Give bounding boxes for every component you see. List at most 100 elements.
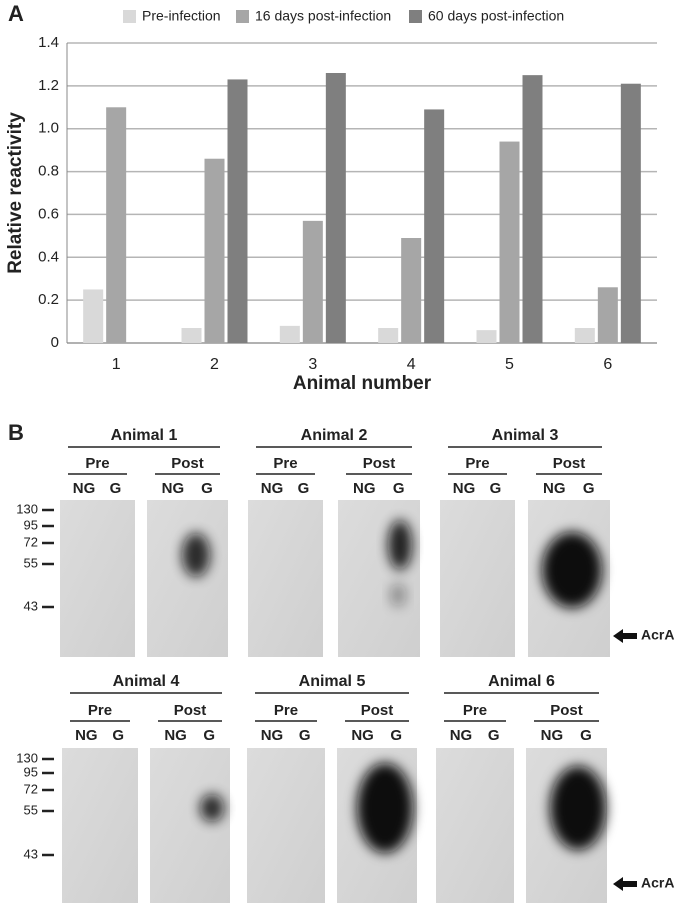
arrow [613, 877, 637, 891]
marker-label: 130 [16, 750, 38, 765]
blot [62, 748, 138, 903]
bar [574, 328, 595, 343]
lane-label: NG [75, 727, 98, 744]
bar [204, 158, 225, 343]
group-label: Post [553, 455, 586, 472]
marker-label: 43 [24, 846, 38, 861]
group-label: Post [550, 702, 583, 719]
band [182, 533, 210, 577]
y-tick-label: 0.2 [38, 291, 59, 308]
lane-label: NG [541, 727, 564, 744]
lane-label: NG [351, 727, 374, 744]
group-label: Post [361, 702, 394, 719]
marker-label: 130 [16, 501, 38, 516]
lane-label: G [299, 727, 311, 744]
band [357, 763, 413, 853]
y-tick-label: 0.6 [38, 205, 59, 222]
bar [106, 107, 127, 344]
y-tick-label: 1.2 [38, 77, 59, 94]
y-tick-label: 1.0 [38, 120, 59, 137]
bar [279, 325, 300, 343]
animal-title: Animal 6 [488, 673, 555, 690]
animal-title: Animal 4 [113, 673, 180, 690]
group-label: Pre [85, 455, 109, 472]
group-label: Post [174, 702, 207, 719]
y-tick-label: 0.8 [38, 163, 59, 180]
x-tick-label: 2 [210, 356, 219, 373]
lane-label: G [490, 480, 502, 497]
animal-title: Animal 2 [301, 427, 368, 444]
blot [248, 500, 323, 657]
x-tick-label: 5 [505, 356, 514, 373]
group-label: Post [363, 455, 396, 472]
marker-label: 72 [24, 534, 38, 549]
blot [440, 500, 515, 657]
bar [401, 238, 422, 343]
blot [338, 500, 420, 657]
lane-label: G [298, 480, 310, 497]
legend-swatch [123, 10, 136, 23]
blot [436, 748, 514, 903]
lane-label: G [112, 727, 124, 744]
legend-label: 16 days post-infection [255, 8, 391, 24]
arrow-label: AcrA [641, 627, 674, 643]
group-label: Pre [465, 455, 489, 472]
lane-label: G [201, 480, 213, 497]
lane-label: NG [543, 480, 566, 497]
lane-label: NG [73, 480, 96, 497]
lane-label: NG [261, 727, 284, 744]
marker-label: 95 [24, 517, 38, 532]
x-axis-label: Animal number [293, 373, 432, 394]
lane-label: NG [162, 480, 185, 497]
y-tick-label: 0.4 [38, 248, 59, 265]
arrow [613, 629, 637, 643]
band [388, 520, 412, 570]
bar [227, 79, 248, 343]
legend-swatch [409, 10, 422, 23]
blot [247, 748, 325, 903]
bar [424, 109, 445, 343]
bar [302, 220, 323, 343]
marker-label: 55 [24, 555, 38, 570]
lane-label: G [110, 480, 122, 497]
animal-title: Animal 1 [111, 427, 178, 444]
lane-label: G [488, 727, 500, 744]
marker-label: 43 [24, 598, 38, 613]
bar [476, 330, 497, 343]
bar [522, 75, 543, 344]
panel-label: A [8, 1, 24, 26]
band [542, 532, 602, 608]
lane-label: NG [261, 480, 284, 497]
band [390, 583, 406, 607]
bar [597, 287, 618, 343]
bar [83, 289, 104, 343]
panel-label: B [8, 420, 24, 445]
blot [60, 500, 135, 657]
band [200, 794, 224, 822]
legend-label: 60 days post-infection [428, 8, 564, 24]
marker-label: 55 [24, 802, 38, 817]
group-label: Pre [273, 455, 297, 472]
group-label: Pre [463, 702, 487, 719]
bar [181, 328, 202, 343]
bar [378, 328, 399, 343]
lane-label: NG [164, 727, 187, 744]
arrow-label: AcrA [641, 875, 674, 891]
bar [325, 73, 346, 343]
lane-label: NG [450, 727, 473, 744]
band [550, 766, 606, 850]
lane-label: G [203, 727, 215, 744]
y-tick-label: 0 [51, 334, 59, 351]
x-tick-label: 4 [407, 356, 416, 373]
group-label: Pre [88, 702, 112, 719]
lane-label: G [580, 727, 592, 744]
x-tick-label: 6 [603, 356, 612, 373]
animal-title: Animal 5 [299, 673, 366, 690]
group-label: Post [171, 455, 204, 472]
group-label: Pre [274, 702, 298, 719]
y-axis-label: Relative reactivity [5, 112, 26, 274]
y-tick-label: 1.4 [38, 34, 59, 51]
animal-title: Animal 3 [492, 427, 559, 444]
